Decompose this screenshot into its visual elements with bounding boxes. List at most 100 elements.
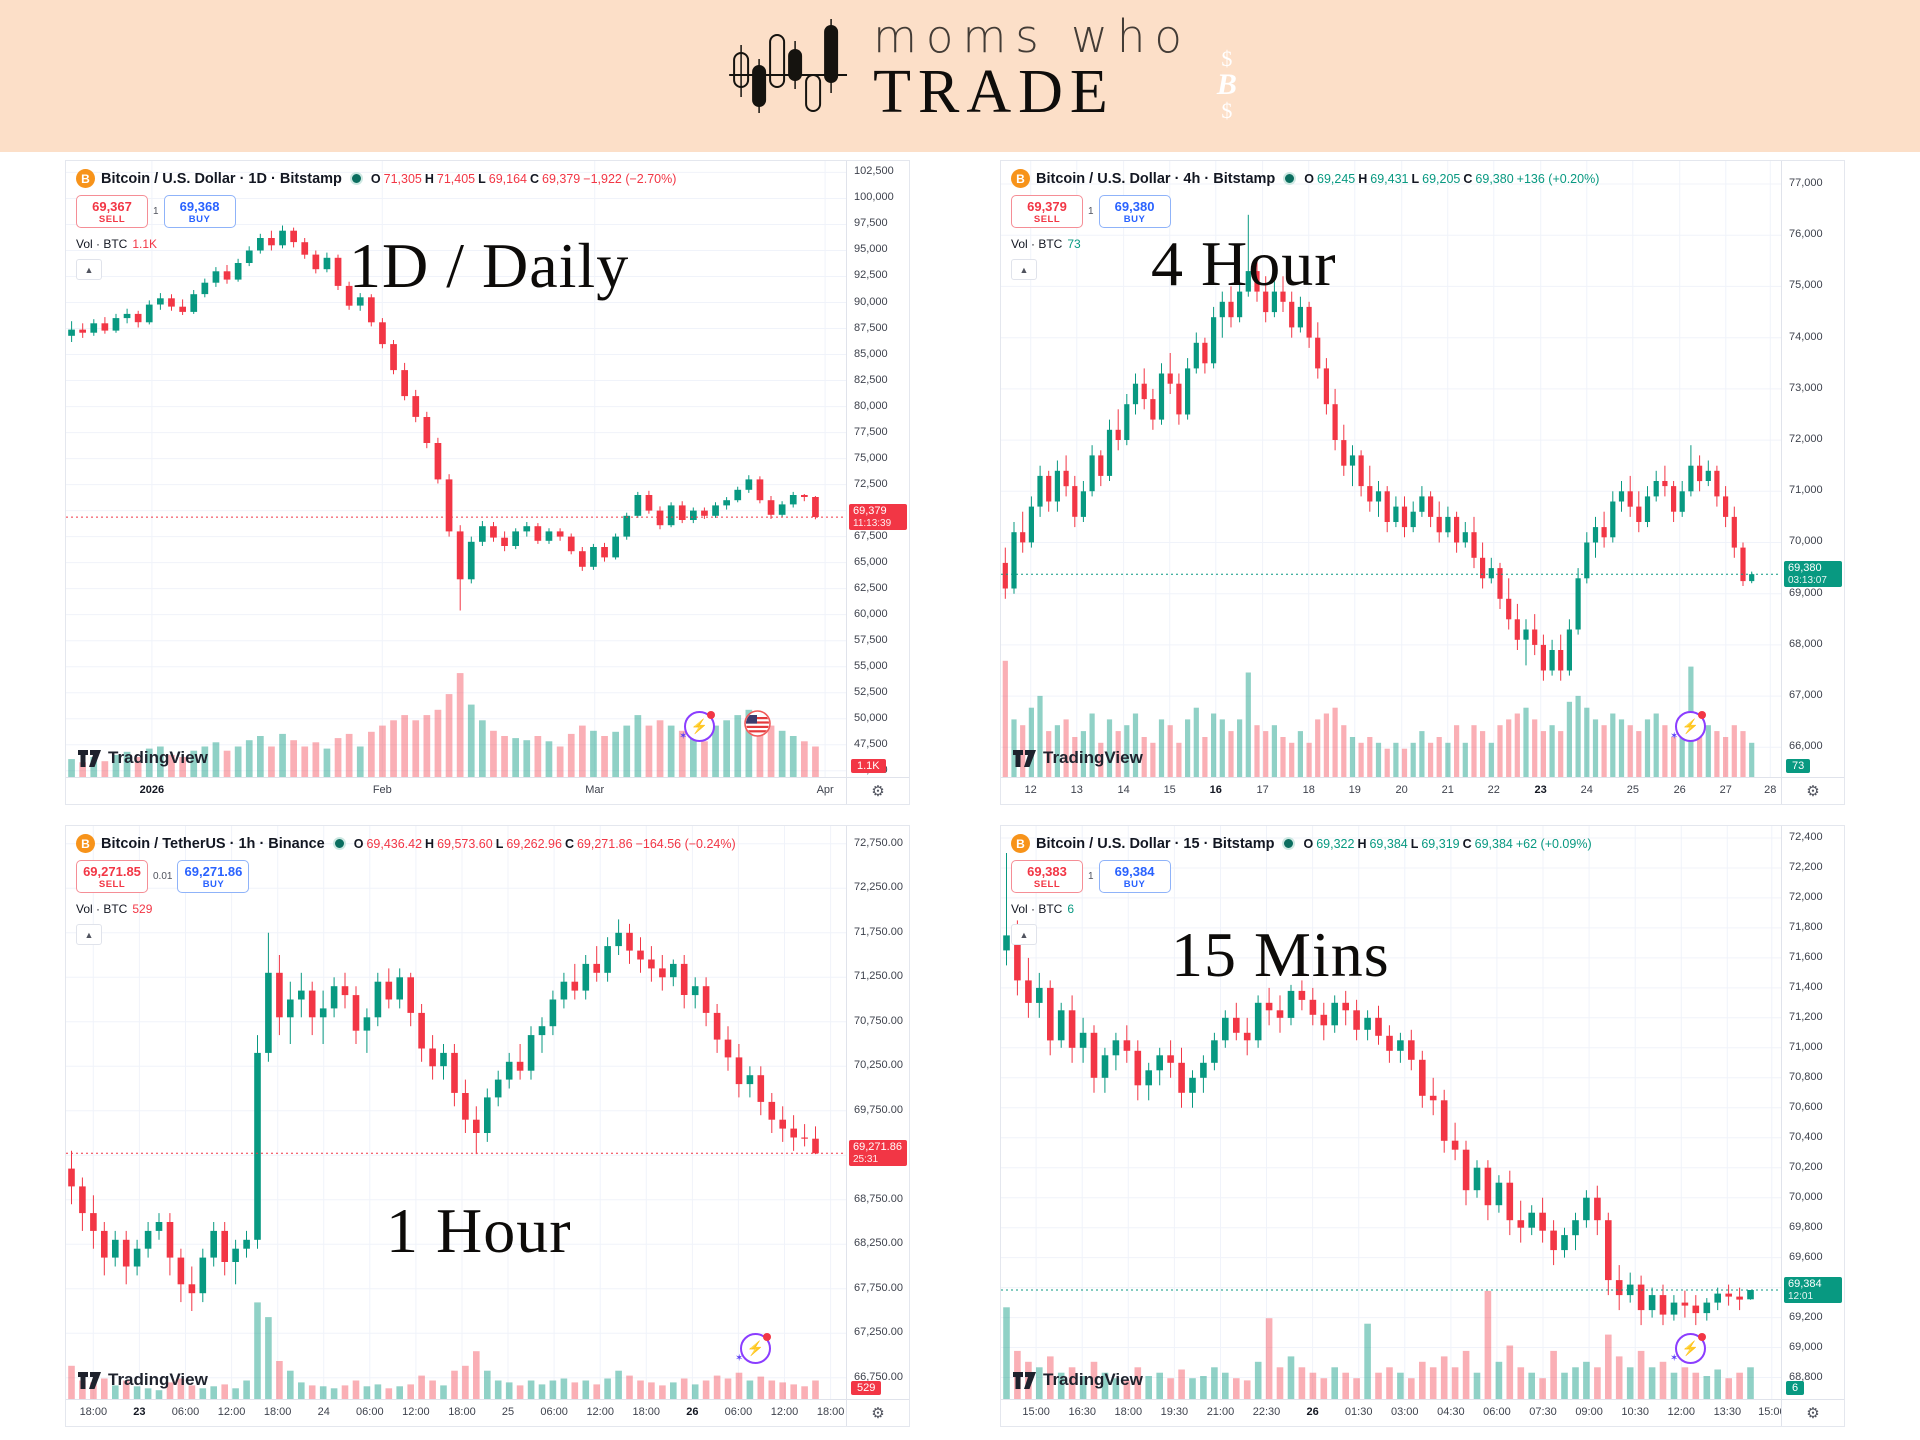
tradingview-watermark[interactable]: TradingView: [78, 1370, 208, 1390]
time-axis-label: 09:00: [1575, 1406, 1603, 1418]
candlestick-chart[interactable]: [1001, 161, 1782, 778]
volume-value: 6: [1067, 902, 1075, 916]
volume-axis-badge: 529: [851, 1381, 882, 1395]
buy-button[interactable]: 69,368 BUY: [163, 195, 236, 228]
chart-plot-area[interactable]: B Bitcoin / TetherUS · 1h · Binance O 69,43…: [66, 826, 847, 1400]
candlestick-chart[interactable]: [1001, 826, 1782, 1400]
gear-icon[interactable]: ⚙: [1781, 1399, 1844, 1426]
price-axis-label: 69,800: [1789, 1220, 1823, 1233]
price-axis-label: 90,000: [854, 295, 888, 308]
time-axis-label: 19:30: [1160, 1406, 1189, 1418]
spread-value: 0.01: [153, 871, 173, 882]
price-axis[interactable]: 69,271.86 25:31 529 66,750.00 67,250.00 67,75…: [846, 826, 909, 1400]
market-status-icon[interactable]: [1282, 837, 1296, 850]
time-axis-label: 2026: [139, 784, 165, 796]
sell-button[interactable]: 69,367 SELL: [76, 195, 148, 228]
tradingview-label: TradingView: [108, 1370, 208, 1389]
chevron-collapse-button[interactable]: ▲: [76, 259, 102, 280]
buy-button[interactable]: 69,384 BUY: [1098, 860, 1171, 893]
chart-header: B Bitcoin / U.S. Dollar · 1D · Bitstamp O 7…: [76, 169, 676, 280]
price-axis-label: 71,250.00: [854, 970, 903, 983]
time-axis-label: 27: [1719, 784, 1732, 796]
lightning-icon[interactable]: ⚡ ✶: [679, 711, 715, 742]
gear-icon[interactable]: ⚙: [846, 1399, 909, 1426]
chevron-collapse-button[interactable]: ▲: [1011, 259, 1037, 280]
time-axis-label: 19: [1348, 784, 1361, 796]
sell-button[interactable]: 69,271.85 SELL: [76, 860, 148, 893]
chart-plot-area[interactable]: B Bitcoin / U.S. Dollar · 15 · Bitstamp O 6…: [1001, 826, 1782, 1400]
lightning-icon[interactable]: ⚡ ✶: [1670, 711, 1706, 742]
chart-plot-area[interactable]: B Bitcoin / U.S. Dollar · 4h · Bitstamp O 6…: [1001, 161, 1782, 778]
lightning-icon[interactable]: ⚡ ✶: [735, 1333, 771, 1364]
symbol-title[interactable]: Bitcoin / U.S. Dollar · 4h · Bitstamp: [1036, 170, 1276, 187]
time-axis-label: 18:00: [816, 1406, 845, 1418]
tradingview-logo-icon: [78, 1371, 101, 1389]
time-axis-label: 23: [133, 1406, 146, 1418]
price-axis-label: 77,500: [854, 425, 888, 438]
candlestick-chart[interactable]: [66, 161, 847, 778]
price-axis-label: 65,000: [854, 555, 888, 568]
time-axis-label: 06:00: [171, 1406, 200, 1418]
time-axis-label: 18:00: [448, 1406, 476, 1418]
lightning-icon[interactable]: ⚡ ✶: [1670, 1333, 1706, 1364]
us-flag-icon[interactable]: [744, 710, 771, 742]
chart-panel-15min: B Bitcoin / U.S. Dollar · 15 · Bitstamp O 6…: [1000, 825, 1845, 1427]
tradingview-label: TradingView: [1043, 748, 1143, 767]
time-axis-label: 17: [1256, 784, 1269, 796]
last-price-badge: 69,379 11:13:39: [849, 504, 907, 531]
time-axis-label: 18:00: [263, 1406, 292, 1418]
chart-plot-area[interactable]: B Bitcoin / U.S. Dollar · 1D · Bitstamp O 7…: [66, 161, 847, 778]
time-axis-label: 23: [1534, 784, 1547, 796]
symbol-title[interactable]: Bitcoin / TetherUS · 1h · Binance: [101, 835, 325, 852]
gear-icon[interactable]: ⚙: [846, 777, 909, 804]
price-axis-label: 68,250.00: [854, 1237, 903, 1250]
symbol-title[interactable]: Bitcoin / U.S. Dollar · 15 · Bitstamp: [1036, 835, 1275, 852]
tradingview-watermark[interactable]: TradingView: [1013, 1370, 1143, 1390]
time-axis-label: 01:30: [1344, 1406, 1373, 1418]
price-axis-label: 71,750.00: [854, 925, 903, 938]
buy-button[interactable]: 69,271.86 BUY: [177, 860, 250, 893]
market-status-icon[interactable]: [332, 837, 346, 850]
time-axis-label: 26: [1306, 1406, 1319, 1418]
time-axis-label: 21: [1441, 784, 1454, 796]
notification-dot-icon: [763, 1333, 771, 1341]
time-axis-label: 03:00: [1391, 1406, 1419, 1418]
price-axis[interactable]: 69,38412:01668,80069,00069,20069,40069,6…: [1781, 826, 1844, 1400]
time-axis-label: 12:00: [586, 1406, 614, 1418]
tradingview-logo-icon: [1013, 1371, 1036, 1389]
time-axis-label: 18:00: [632, 1406, 661, 1418]
time-axis-label: 18: [1302, 784, 1315, 796]
market-status-icon[interactable]: [349, 172, 363, 185]
chevron-collapse-button[interactable]: ▲: [76, 924, 102, 945]
sell-button[interactable]: 69,383 SELL: [1011, 860, 1083, 893]
spread-value: 1: [153, 206, 159, 217]
time-axis[interactable]: 15:00 16:30 18:00 19:30 21:00 22:30 26 01:30 03:…: [1001, 1399, 1786, 1426]
price-axis-label: 87,500: [854, 321, 888, 334]
price-axis-label: 71,200: [1789, 1010, 1823, 1023]
currency-glyphs: $ B $: [1217, 48, 1237, 122]
price-axis[interactable]: 69,380 03:13:07 73 66,000 67,000 68,000 69,000…: [1781, 161, 1844, 778]
time-axis-label: Mar: [585, 784, 605, 796]
sell-button[interactable]: 69,379 SELL: [1011, 195, 1083, 228]
time-axis[interactable]: 18:00 23 06:00 12:00 18:00 24 06:00 12:00 18:00 2…: [66, 1399, 847, 1426]
brand-logo: moms who TRADE $ B $: [729, 14, 1237, 123]
tradingview-watermark[interactable]: TradingView: [78, 748, 208, 768]
candlestick-chart[interactable]: [66, 826, 847, 1400]
market-status-icon[interactable]: [1283, 172, 1297, 185]
time-axis[interactable]: 2026 Feb Mar Apr: [66, 777, 847, 804]
time-axis-label: 15:00: [1022, 1406, 1050, 1418]
chart-header: B Bitcoin / U.S. Dollar · 4h · Bitstamp O 6…: [1011, 169, 1599, 280]
price-axis-label: 72,200: [1789, 860, 1823, 873]
buy-button[interactable]: 69,380 BUY: [1098, 195, 1171, 228]
symbol-title[interactable]: Bitcoin / U.S. Dollar · 1D · Bitstamp: [101, 170, 342, 187]
time-axis-label: 12:00: [1667, 1406, 1696, 1418]
price-axis[interactable]: 69,37911:13:391.1K45,00047,50050,00052,5…: [846, 161, 909, 778]
price-axis-label: 70,600: [1789, 1100, 1823, 1113]
time-axis[interactable]: 12 13 14 15 16 17 18 19 20 21 22 23 24 25 26 27 28: [1001, 777, 1782, 804]
ohlc-values: O 71,305 H 71,405 L 69,164 C 69,379 −1,922 (−2.7…: [370, 171, 677, 186]
gear-icon[interactable]: ⚙: [1781, 777, 1844, 804]
price-axis-label: 70,000: [1789, 1190, 1823, 1203]
chevron-collapse-button[interactable]: ▲: [1011, 924, 1037, 945]
tradingview-watermark[interactable]: TradingView: [1013, 748, 1143, 768]
price-axis-label: 72,250.00: [854, 881, 903, 894]
